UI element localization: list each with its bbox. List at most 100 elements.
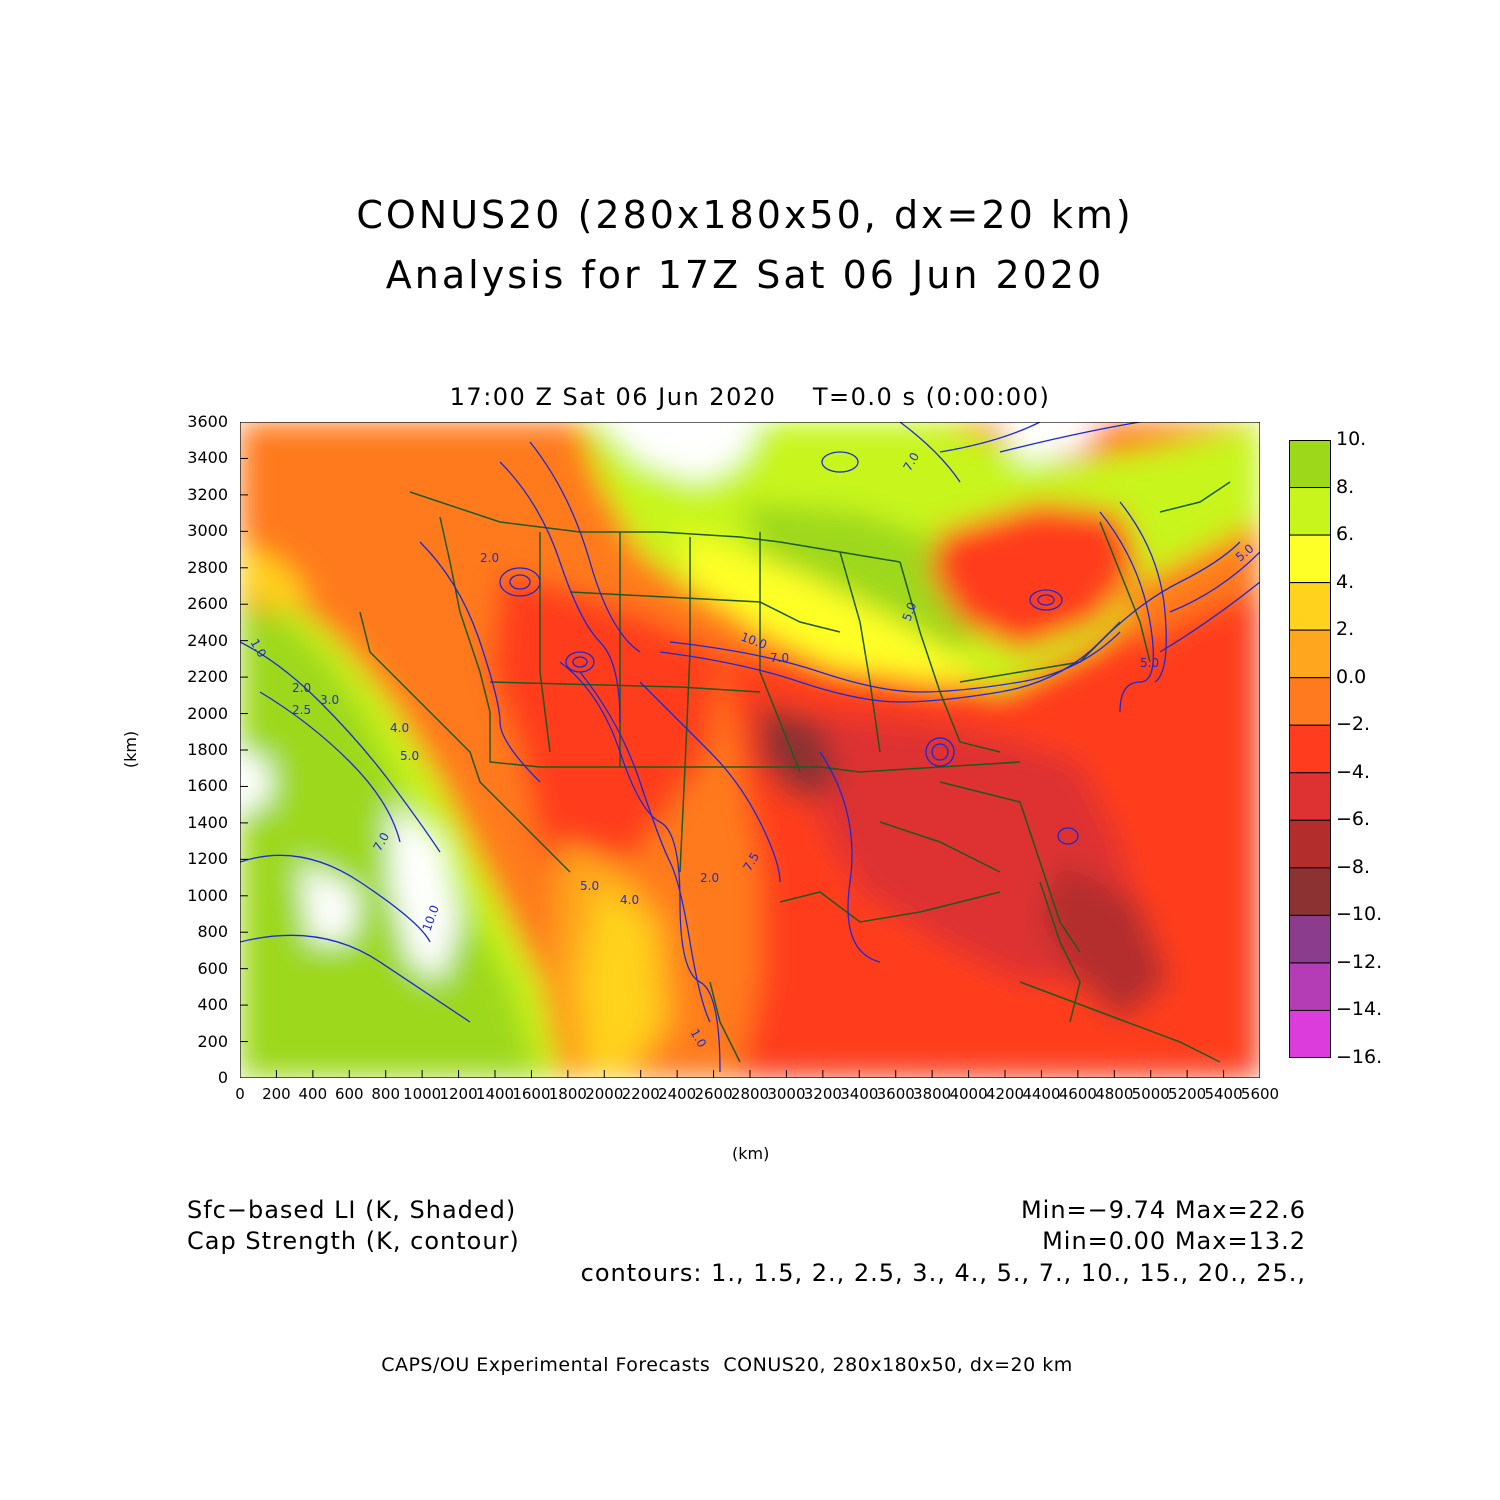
legend-contour-field: Cap Strength (K, contour) xyxy=(187,1227,520,1255)
contour-label: 2.0 xyxy=(700,871,719,885)
y-tick-label: 3000 xyxy=(187,521,228,541)
y-tick-label: 600 xyxy=(197,958,228,978)
colorbar-segment xyxy=(1289,629,1331,679)
y-tick-label: 3600 xyxy=(187,412,228,431)
colorbar-segment xyxy=(1289,677,1331,726)
x-tick-label: 4000 xyxy=(949,1085,988,1103)
state-boundaries xyxy=(359,481,1231,1063)
x-tick-label: 2400 xyxy=(658,1085,697,1103)
y-tick-label: 800 xyxy=(197,922,228,942)
colorbar-segment xyxy=(1289,772,1331,821)
cap-strength-contours xyxy=(240,422,1260,1073)
colorbar-label: −12. xyxy=(1336,950,1383,973)
chart-subtitle: 17:00 Z Sat 06 Jun 2020 T=0.0 s (0:00:00… xyxy=(449,383,1051,411)
x-tick-label: 0 xyxy=(235,1085,245,1103)
contour-label: 4.0 xyxy=(620,893,639,907)
colorbar-segment xyxy=(1289,582,1331,631)
chart-title-line2: Analysis for 17Z Sat 06 Jun 2020 xyxy=(385,253,1105,297)
colorbar-segment xyxy=(1289,914,1331,964)
colorbar-label: −8. xyxy=(1336,855,1371,878)
colorbar-label: 2. xyxy=(1336,618,1355,641)
shaded-li-field xyxy=(240,422,1260,1078)
colorbar-segment xyxy=(1289,440,1331,489)
x-tick-label: 1000 xyxy=(403,1085,442,1103)
y-tick-label: 400 xyxy=(197,995,228,1015)
colorbar-frame xyxy=(1289,440,1331,1058)
colorbar-segment xyxy=(1289,534,1331,584)
x-tick-label: 4600 xyxy=(1058,1085,1097,1103)
colorbar-label: −6. xyxy=(1336,808,1371,831)
colorbar-segment xyxy=(1289,819,1331,869)
colorbar-label: −4. xyxy=(1336,760,1371,783)
y-tick-label: 3200 xyxy=(187,484,228,504)
x-tick-label: 2000 xyxy=(585,1085,624,1103)
y-tick-label: 2000 xyxy=(187,703,228,723)
colorbar-label: −16. xyxy=(1336,1046,1383,1068)
contour-label: 4.0 xyxy=(390,721,409,735)
contour-label: 5.0 xyxy=(900,600,920,623)
map-plot: 1.0 2.0 2.5 3.0 4.0 5.0 7.0 10.0 10.0 7.… xyxy=(240,422,1260,1078)
x-tick-label: 3600 xyxy=(876,1085,915,1103)
y-tick-label: 1000 xyxy=(187,885,228,905)
y-tick-label: 2200 xyxy=(187,667,228,687)
x-tick-label: 3000 xyxy=(767,1085,806,1103)
colorbar xyxy=(1289,440,1331,1058)
contour-label: 5.0 xyxy=(1140,656,1159,670)
x-tick-label: 1600 xyxy=(512,1085,551,1103)
x-tick-label: 600 xyxy=(334,1085,364,1103)
contour-label: 7.0 xyxy=(770,651,789,665)
x-tick-label: 4800 xyxy=(1095,1085,1134,1103)
contour-label: 3.0 xyxy=(320,693,339,707)
contour-label: 2.0 xyxy=(480,551,499,565)
x-tick-label: 3400 xyxy=(840,1085,879,1103)
colorbar-segment xyxy=(1289,962,1331,1011)
y-tick-label: 1800 xyxy=(187,740,228,759)
credit-line: CAPS/OU Experimental Forecasts CONUS20, … xyxy=(381,1354,1073,1376)
contour-label: 5.0 xyxy=(580,879,599,893)
y-tick-label: 1400 xyxy=(187,812,228,832)
x-tick-label: 3200 xyxy=(803,1085,842,1103)
legend-shaded-range: Min=−9.74 Max=22.6 xyxy=(1020,1196,1306,1224)
x-tick-label: 1800 xyxy=(548,1085,587,1103)
x-tick-label: 5000 xyxy=(1131,1085,1170,1103)
x-tick-label: 5200 xyxy=(1168,1085,1207,1103)
contour-label: 2.5 xyxy=(292,703,311,717)
colorbar-label: 0.0 xyxy=(1336,665,1367,688)
contour-label: 2.0 xyxy=(292,681,311,695)
contour-label: 5.0 xyxy=(400,749,419,763)
x-tick-label: 400 xyxy=(298,1085,328,1103)
colorbar-label: 4. xyxy=(1336,570,1355,593)
colorbar-label: −2. xyxy=(1336,713,1371,736)
y-tick-label: 0 xyxy=(217,1068,228,1087)
colorbar-label: −14. xyxy=(1336,998,1383,1021)
y-axis-label: (km) xyxy=(121,730,141,769)
legend-contour-range: Min=0.00 Max=13.2 xyxy=(1042,1227,1306,1255)
colorbar-segment xyxy=(1289,487,1331,536)
y-tick-label: 3400 xyxy=(187,448,228,468)
chart-title-line1: CONUS20 (280x180x50, dx=20 km) xyxy=(356,193,1134,237)
x-tick-label: 5400 xyxy=(1204,1085,1243,1103)
colorbar-label: 10. xyxy=(1336,428,1367,450)
y-tick-label: 2800 xyxy=(187,557,228,577)
y-tick-label: 1600 xyxy=(187,776,228,796)
colorbar-label: 6. xyxy=(1336,523,1355,546)
colorbar-segment xyxy=(1289,1009,1331,1058)
colorbar-label: 8. xyxy=(1336,475,1355,498)
x-tick-label: 1200 xyxy=(439,1085,478,1103)
x-axis-label: (km) xyxy=(732,1144,770,1163)
y-tick-label: 200 xyxy=(197,1031,228,1051)
x-tick-label: 2200 xyxy=(621,1085,660,1103)
y-tick-label: 2400 xyxy=(187,630,228,650)
colorbar-segment xyxy=(1289,867,1331,916)
colorbar-segment xyxy=(1289,724,1331,774)
x-tick-label: 4400 xyxy=(1022,1085,1061,1103)
x-tick-label: 800 xyxy=(371,1085,401,1103)
x-tick-label: 1400 xyxy=(475,1085,515,1103)
y-tick-label: 2600 xyxy=(187,594,228,614)
x-tick-label: 200 xyxy=(262,1085,291,1103)
x-tick-label: 2800 xyxy=(730,1085,770,1103)
x-tick-label: 2600 xyxy=(694,1085,733,1103)
x-tick-label: 3800 xyxy=(913,1085,952,1103)
legend-contour-levels: contours: 1., 1.5, 2., 2.5, 3., 4., 5., … xyxy=(580,1259,1306,1287)
x-tick-label: 4200 xyxy=(985,1085,1025,1103)
